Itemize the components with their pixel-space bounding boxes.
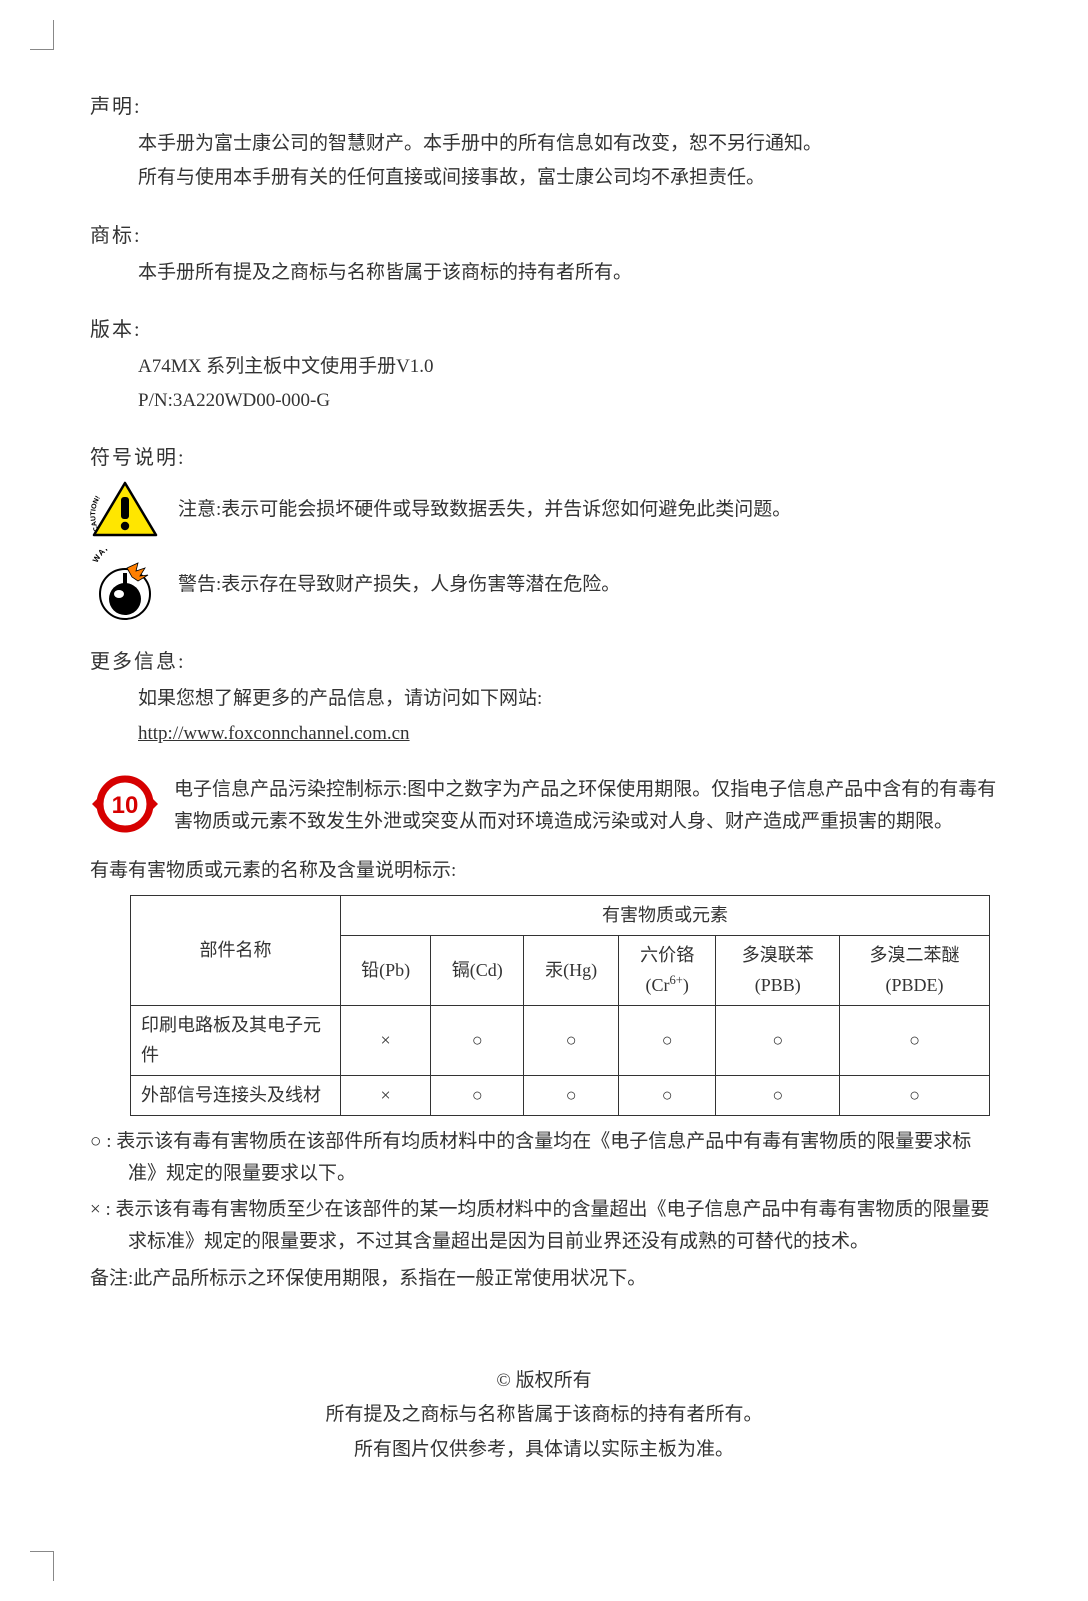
- col-pb: 铅(Pb): [341, 935, 431, 1005]
- version-title: 版本:: [90, 313, 998, 347]
- symbols-title: 符号说明:: [90, 441, 998, 475]
- trademark-line: 本手册所有提及之商标与名称皆属于该商标的持有者所有。: [138, 257, 998, 289]
- table-notes: ○ : 表示该有毒有害物质在该部件所有均质材料中的含量均在《电子信息产品中有毒有…: [90, 1126, 998, 1295]
- cell: ○: [716, 1075, 840, 1115]
- col-group: 有害物质或元素: [341, 895, 990, 935]
- symbol-warning-row: WARNING! 警告:表示存在导致财产损失，人身伤害等潜在危险。: [90, 549, 998, 621]
- version-body: A74MX 系列主板中文使用手册V1.0 P/N:3A220WD00-000-G: [90, 351, 998, 418]
- table-intro: 有毒有害物质或元素的名称及含量说明标示:: [90, 855, 998, 887]
- caution-text: 注意:表示可能会损坏硬件或导致数据丢失，并告诉您如何避免此类问题。: [178, 494, 791, 526]
- declaration-line: 所有与使用本手册有关的任何直接或间接事故，富士康公司均不承担责任。: [138, 162, 998, 194]
- cell: ○: [618, 1005, 715, 1075]
- cell: ○: [524, 1075, 619, 1115]
- symbol-caution-row: CAUTION! 注意:表示可能会损坏硬件或导致数据丢失，并告诉您如何避免此类问…: [90, 479, 998, 541]
- moreinfo-body: 如果您想了解更多的产品信息，请访问如下网站: http://www.foxcon…: [90, 683, 998, 750]
- cell: ○: [840, 1075, 990, 1115]
- cell: ×: [341, 1075, 431, 1115]
- svg-text:10: 10: [112, 792, 139, 819]
- col-part: 部件名称: [131, 895, 341, 1005]
- col-hg: 汞(Hg): [524, 935, 619, 1005]
- version-line: P/N:3A220WD00-000-G: [138, 385, 998, 417]
- crop-mark-top-left: [30, 20, 54, 50]
- env-row: 10 电子信息产品污染控制标示:图中之数字为产品之环保使用期限。仅指电子信息产品…: [90, 774, 998, 839]
- warning-text: 警告:表示存在导致财产损失，人身伤害等潜在危险。: [178, 569, 620, 601]
- cell: ○: [431, 1005, 524, 1075]
- warning-icon: WARNING!: [90, 549, 160, 621]
- note-x: × : 表示该有毒有害物质至少在该部件的某一均质材料中的含量超出《电子信息产品中…: [90, 1194, 998, 1259]
- version-line: A74MX 系列主板中文使用手册V1.0: [138, 351, 998, 383]
- cell: ○: [618, 1075, 715, 1115]
- note-o: ○ : 表示该有毒有害物质在该部件所有均质材料中的含量均在《电子信息产品中有毒有…: [90, 1126, 998, 1191]
- cell: ×: [341, 1005, 431, 1075]
- cell: ○: [840, 1005, 990, 1075]
- cell: ○: [524, 1005, 619, 1075]
- footer-line2: 所有图片仅供参考，具体请以实际主板为准。: [90, 1434, 998, 1466]
- hazard-table: 部件名称 有害物质或元素 铅(Pb) 镉(Cd) 汞(Hg) 六价铬(Cr6+)…: [130, 895, 990, 1116]
- section-moreinfo: 更多信息: 如果您想了解更多的产品信息，请访问如下网站: http://www.…: [90, 645, 998, 750]
- row-name: 印刷电路板及其电子元件: [131, 1005, 341, 1075]
- table-row: 外部信号连接头及线材 × ○ ○ ○ ○ ○: [131, 1075, 990, 1115]
- footer-copyright: © 版权所有: [90, 1365, 998, 1397]
- moreinfo-line: 如果您想了解更多的产品信息，请访问如下网站:: [138, 683, 998, 715]
- col-pbde: 多溴二苯醚(PBDE): [840, 935, 990, 1005]
- section-declaration: 声明: 本手册为富士康公司的智慧财产。本手册中的所有信息如有改变，恕不另行通知。…: [90, 90, 998, 195]
- cell: ○: [716, 1005, 840, 1075]
- moreinfo-title: 更多信息:: [90, 645, 998, 679]
- section-symbols: 符号说明: CAUTION! 注意:表示可能会损坏硬件或导致数据丢失，并告诉您如…: [90, 441, 998, 621]
- env-icon: 10: [90, 774, 160, 834]
- env-text: 电子信息产品污染控制标示:图中之数字为产品之环保使用期限。仅指电子信息产品中含有…: [174, 774, 998, 839]
- col-cd: 镉(Cd): [431, 935, 524, 1005]
- footer: © 版权所有 所有提及之商标与名称皆属于该商标的持有者所有。 所有图片仅供参考，…: [90, 1365, 998, 1466]
- trademark-title: 商标:: [90, 219, 998, 253]
- section-trademark: 商标: 本手册所有提及之商标与名称皆属于该商标的持有者所有。: [90, 219, 998, 289]
- caution-icon: CAUTION!: [90, 479, 160, 541]
- cell: ○: [431, 1075, 524, 1115]
- section-version: 版本: A74MX 系列主板中文使用手册V1.0 P/N:3A220WD00-0…: [90, 313, 998, 418]
- svg-text:WARNING!: WARNING!: [91, 549, 142, 564]
- note-remark: 备注:此产品所标示之环保使用期限，系指在一般正常使用状况下。: [90, 1263, 998, 1295]
- crop-mark-bottom-left: [30, 1551, 54, 1581]
- declaration-title: 声明:: [90, 90, 998, 124]
- row-name: 外部信号连接头及线材: [131, 1075, 341, 1115]
- footer-line1: 所有提及之商标与名称皆属于该商标的持有者所有。: [90, 1399, 998, 1431]
- trademark-body: 本手册所有提及之商标与名称皆属于该商标的持有者所有。: [90, 257, 998, 289]
- col-pbb: 多溴联苯(PBB): [716, 935, 840, 1005]
- declaration-line: 本手册为富士康公司的智慧财产。本手册中的所有信息如有改变，恕不另行通知。: [138, 128, 998, 160]
- declaration-body: 本手册为富士康公司的智慧财产。本手册中的所有信息如有改变，恕不另行通知。 所有与…: [90, 128, 998, 195]
- table-row: 印刷电路板及其电子元件 × ○ ○ ○ ○ ○: [131, 1005, 990, 1075]
- moreinfo-url[interactable]: http://www.foxconnchannel.com.cn: [138, 723, 410, 744]
- col-cr: 六价铬(Cr6+): [618, 935, 715, 1005]
